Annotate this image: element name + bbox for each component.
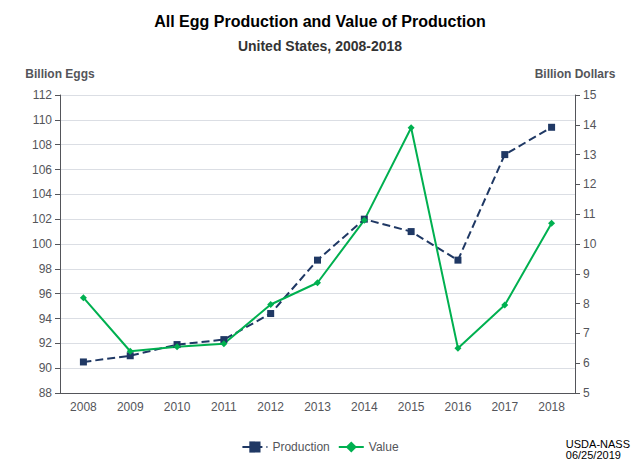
svg-text:Value: Value bbox=[369, 440, 399, 454]
svg-text:100: 100 bbox=[32, 237, 52, 251]
svg-text:USDA-NASS: USDA-NASS bbox=[565, 437, 630, 450]
svg-text:88: 88 bbox=[39, 386, 53, 400]
svg-text:5: 5 bbox=[583, 386, 590, 400]
svg-text:13: 13 bbox=[583, 148, 597, 162]
svg-text:7: 7 bbox=[583, 326, 590, 340]
svg-text:2014: 2014 bbox=[351, 400, 378, 414]
svg-text:All Egg Production and Value o: All Egg Production and Value of Producti… bbox=[154, 13, 486, 30]
svg-text:10: 10 bbox=[583, 237, 597, 251]
svg-text:98: 98 bbox=[39, 262, 53, 276]
svg-text:11: 11 bbox=[583, 207, 596, 221]
svg-text:2010: 2010 bbox=[164, 400, 191, 414]
svg-text:96: 96 bbox=[39, 287, 53, 301]
svg-text:06/25/2019: 06/25/2019 bbox=[566, 449, 621, 461]
svg-text:110: 110 bbox=[33, 113, 52, 127]
svg-text:United States, 2008-2018: United States, 2008-2018 bbox=[238, 38, 402, 54]
svg-text:108: 108 bbox=[32, 138, 52, 152]
svg-text:2009: 2009 bbox=[117, 400, 144, 414]
svg-text:9: 9 bbox=[583, 267, 590, 281]
svg-text:90: 90 bbox=[39, 361, 53, 375]
svg-text:106: 106 bbox=[32, 163, 52, 177]
svg-text:12: 12 bbox=[583, 177, 597, 191]
svg-text:104: 104 bbox=[32, 187, 52, 201]
svg-text:6: 6 bbox=[583, 356, 590, 370]
svg-text:2012: 2012 bbox=[257, 400, 284, 414]
svg-text:2016: 2016 bbox=[445, 400, 472, 414]
svg-text:92: 92 bbox=[39, 336, 53, 350]
svg-text:8: 8 bbox=[583, 297, 590, 311]
svg-text:2013: 2013 bbox=[304, 400, 331, 414]
svg-text:14: 14 bbox=[583, 118, 597, 132]
svg-text:2018: 2018 bbox=[538, 400, 565, 414]
svg-text:Billion Eggs: Billion Eggs bbox=[25, 67, 95, 81]
svg-text:112: 112 bbox=[33, 88, 52, 102]
svg-text:Billion Dollars: Billion Dollars bbox=[535, 67, 616, 81]
svg-text:2011: 2011 bbox=[211, 400, 237, 414]
svg-text:Production: Production bbox=[272, 440, 329, 454]
svg-text:2017: 2017 bbox=[491, 400, 518, 414]
svg-text:94: 94 bbox=[39, 312, 53, 326]
svg-text:2015: 2015 bbox=[398, 400, 425, 414]
svg-text:102: 102 bbox=[32, 212, 52, 226]
svg-text:2008: 2008 bbox=[70, 400, 97, 414]
svg-text:15: 15 bbox=[583, 88, 597, 102]
